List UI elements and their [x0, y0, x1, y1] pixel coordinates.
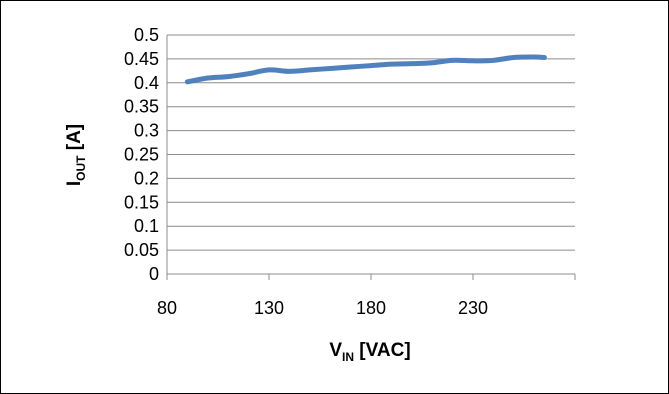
x-axis-title-unit: [VAC]	[354, 340, 411, 361]
x-axis-title-sub: IN	[342, 350, 354, 364]
y-tick-label: 0.4	[134, 73, 159, 93]
y-tick-label: 0.25	[124, 145, 159, 165]
x-axis-title-main: V	[329, 340, 342, 361]
y-tick-label: 0.45	[124, 49, 159, 69]
y-tick-label: 0.3	[134, 121, 159, 141]
axes	[166, 35, 576, 280]
y-tick-label: 0.1	[134, 216, 159, 236]
gridlines	[167, 34, 575, 251]
y-axis-title-main: I	[64, 181, 85, 186]
series-line	[184, 54, 547, 85]
y-axis-title-sub: OUT	[74, 155, 88, 181]
y-axis-title-unit: [A]	[64, 124, 85, 156]
x-tick-label: 230	[458, 298, 488, 318]
y-tick-label: 0.2	[134, 168, 159, 188]
y-axis-title: IOUT [A]	[64, 124, 88, 186]
x-tick-labels: 80 130 180 230	[157, 298, 488, 318]
y-tick-label: 0	[149, 264, 159, 284]
y-tick-label: 0.05	[124, 240, 159, 260]
x-axis-title: VIN [VAC]	[329, 340, 410, 364]
x-tick-label: 180	[356, 298, 386, 318]
y-tick-label: 0.5	[134, 25, 159, 45]
series-lines	[184, 54, 547, 85]
y-tick-label: 0.15	[124, 192, 159, 212]
y-tick-label: 0.35	[124, 97, 159, 117]
x-tick-label: 130	[254, 298, 284, 318]
y-tick-labels: 0 0.05 0.1 0.15 0.2 0.25 0.3 0.35 0.4 0.45 0.5	[124, 25, 159, 284]
x-tick-label: 80	[157, 298, 177, 318]
